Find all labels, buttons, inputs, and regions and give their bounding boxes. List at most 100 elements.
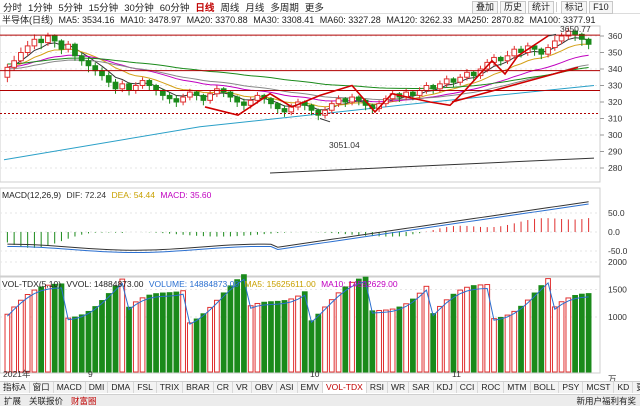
volume-bar [186, 322, 193, 373]
volume-bar [497, 316, 504, 373]
timeframe-tab[interactable]: 多周期 [270, 2, 299, 14]
volume-bar [274, 300, 281, 373]
price-tick-label: 280 [608, 163, 622, 173]
overlay-button[interactable]: 叠加 [472, 0, 499, 14]
indicator-tab[interactable]: KDJ [434, 382, 457, 393]
indicator-tab[interactable]: 更多 [633, 382, 640, 393]
price-tick-label: 330 [608, 81, 622, 91]
volume-bar [382, 309, 389, 373]
timeframe-tab[interactable]: 5分钟 [58, 2, 83, 14]
indicator-tab[interactable]: KD [614, 382, 634, 393]
indicator-tab[interactable]: ROC [478, 382, 505, 393]
indicator-tab[interactable]: 指标A [0, 382, 30, 393]
candle [126, 82, 132, 96]
macd-tick-label: 50.0 [608, 208, 625, 218]
volume-bar [139, 297, 146, 373]
candle-body [139, 80, 146, 87]
volume-bar [389, 308, 396, 373]
volume-bar [153, 293, 159, 373]
indicator-tab[interactable]: 窗口 [30, 382, 54, 393]
volume-bar [247, 305, 254, 373]
indicator-tab[interactable]: ASI [277, 382, 298, 393]
history-button[interactable]: 历史 [500, 0, 527, 14]
candle-body [504, 55, 511, 62]
candle-body [45, 35, 51, 44]
ma30-line [7, 59, 589, 101]
indicator-tab[interactable]: BRAR [183, 382, 214, 393]
volume-bar [423, 285, 430, 373]
trend-arrow [451, 66, 579, 103]
indicator-tab[interactable]: VR [233, 382, 252, 393]
macd-dif-line [7, 201, 589, 251]
candle [518, 45, 524, 58]
indicator-tab[interactable]: VOL-TDX [322, 382, 367, 393]
indicator-tab[interactable]: RSI [367, 382, 388, 393]
indicator-tab[interactable]: WR [388, 382, 410, 393]
indicator-tab[interactable]: FSL [134, 382, 157, 393]
indicator-tab[interactable]: SAR [409, 382, 434, 393]
candle [105, 72, 112, 88]
indicator-tab[interactable]: TRIX [157, 382, 184, 393]
candle [342, 97, 349, 107]
volume-bar [464, 286, 470, 373]
volume-bar [315, 313, 322, 373]
timeframe-tab[interactable]: 分时 [3, 2, 23, 14]
new-user-promo[interactable]: 新用户福利有奖 [576, 395, 636, 406]
volume-tick-label: 1500 [608, 285, 627, 295]
candle-body [31, 38, 38, 47]
f10-button[interactable]: F10 [589, 0, 613, 14]
indicator-tab[interactable]: EMV [298, 382, 323, 393]
volume-bar [31, 289, 38, 373]
status-bar: 扩展 关联报价 财富圈 新用户福利有奖 [0, 394, 640, 406]
ma10-line [7, 43, 589, 108]
candle [207, 90, 214, 104]
volume-bar [214, 299, 220, 373]
indicator-tab[interactable]: BOLL [531, 382, 560, 393]
toolbar-divider [556, 2, 558, 12]
candle-body [578, 33, 585, 40]
month-label: 9 [88, 369, 93, 379]
indicator-tab[interactable]: DMA [108, 382, 135, 393]
timeframe-tab[interactable]: 15分钟 [88, 2, 119, 14]
price-tick-label: 350 [608, 48, 622, 58]
timeframe-tab[interactable]: 日线 [195, 2, 215, 14]
indicator-tab[interactable]: DMI [86, 382, 109, 393]
volume-bar [396, 306, 403, 373]
indicator-tab[interactable]: CCI [457, 382, 479, 393]
candle-body [11, 60, 18, 68]
candle [335, 95, 342, 107]
volume-bar [65, 317, 72, 373]
indicator-tab[interactable]: CR [214, 382, 234, 393]
timeframe-tab[interactable]: 周线 [220, 2, 240, 14]
price-tick-label: 320 [608, 97, 622, 107]
ma20-label: MA20: 3370.88 [186, 15, 248, 25]
wealth-circle-button[interactable]: 财富圈 [71, 395, 97, 406]
mark-button[interactable]: 标记 [561, 0, 588, 14]
indicator-tab[interactable]: OBV [252, 382, 277, 393]
price-tick-label: 290 [608, 147, 622, 157]
volume-title: VOL-TDX(5,10) [2, 279, 62, 289]
indicator-tab[interactable]: MCST [583, 382, 615, 393]
indicator-tab[interactable]: MTM [504, 382, 531, 393]
macd-tick-label: 0.0 [608, 227, 620, 237]
candle-body [565, 30, 572, 37]
timeframe-tab[interactable]: 1分钟 [28, 2, 53, 14]
timeframe-tab[interactable]: 月线 [245, 2, 265, 14]
candle [51, 34, 58, 48]
stats-button[interactable]: 统计 [528, 0, 555, 14]
timeframe-tab[interactable]: 更多 [304, 2, 324, 14]
timeframe-tab[interactable]: 60分钟 [159, 2, 190, 14]
candle [443, 75, 450, 88]
candle-body [538, 48, 545, 55]
candle [139, 77, 146, 89]
volume-bar [504, 314, 511, 373]
candle-body [274, 103, 281, 110]
timeframe-tab[interactable]: 30分钟 [124, 2, 154, 14]
related-quotes-button[interactable]: 关联报价 [29, 395, 64, 406]
candle-body [545, 47, 551, 55]
indicator-tab[interactable]: MACD [54, 382, 86, 393]
expand-button[interactable]: 扩展 [4, 395, 22, 406]
indicator-tab[interactable]: PSY [559, 382, 584, 393]
volume-bar [132, 301, 139, 373]
